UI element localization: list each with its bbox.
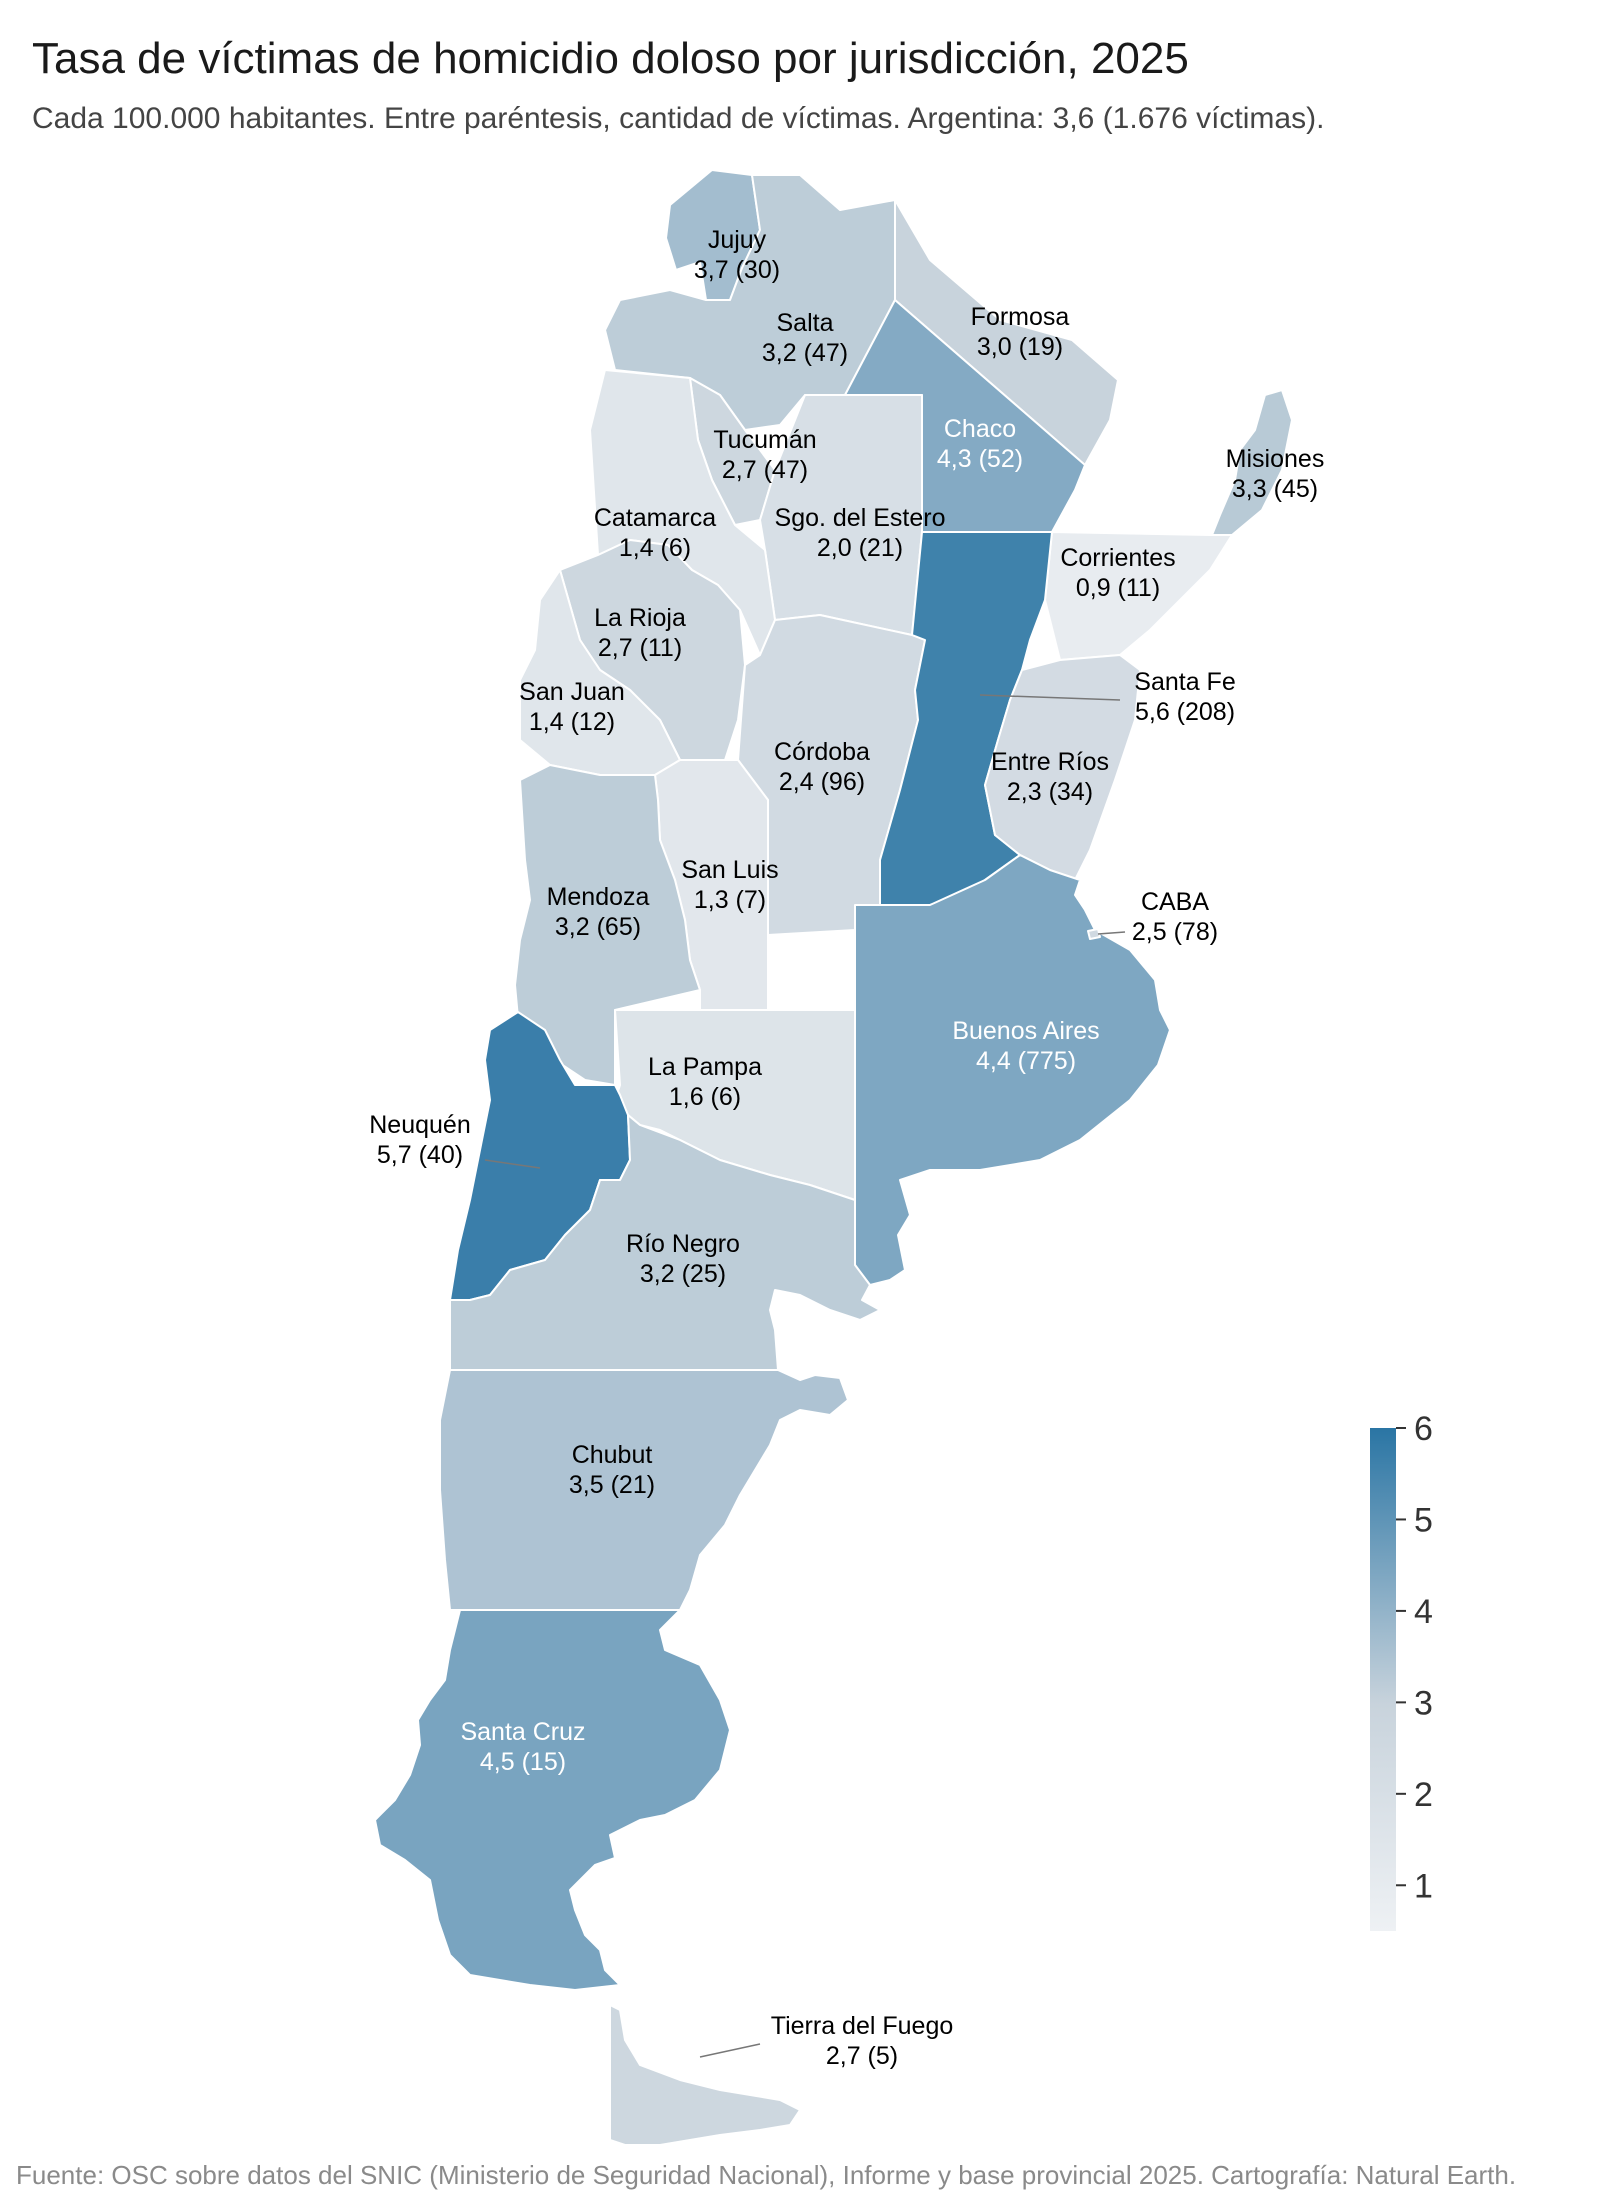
label-tucuman-name: Tucumán xyxy=(713,426,816,454)
label-salta-name: Salta xyxy=(777,309,834,337)
label-catamarca-value: 1,4 (6) xyxy=(619,534,691,562)
label-neuquen-name: Neuquén xyxy=(369,1111,470,1139)
label-chubut-value: 3,5 (21) xyxy=(569,1471,655,1499)
legend-tick-label: 5 xyxy=(1414,1501,1433,1539)
label-salta-value: 3,2 (47) xyxy=(762,339,848,367)
label-catamarca-name: Catamarca xyxy=(594,504,716,532)
label-caba-value: 2,5 (78) xyxy=(1132,918,1218,946)
legend-tick-label: 2 xyxy=(1414,1776,1433,1814)
label-santa-fe-value: 5,6 (208) xyxy=(1135,698,1235,726)
leader-line-neuquen xyxy=(484,1159,541,1169)
province-tierra-del-fuego[interactable] xyxy=(609,2004,801,2146)
leader-line-santa-fe xyxy=(979,694,1121,701)
label-chaco-value: 4,3 (52) xyxy=(937,445,1023,473)
label-chubut-name: Chubut xyxy=(572,1441,653,1469)
label-rio-negro-name: Río Negro xyxy=(626,1230,740,1258)
label-formosa-name: Formosa xyxy=(971,303,1070,331)
label-mendoza-name: Mendoza xyxy=(547,883,650,911)
label-santa-cruz-name: Santa Cruz xyxy=(460,1718,585,1746)
label-tucuman-value: 2,7 (47) xyxy=(722,456,808,484)
province-mendoza[interactable] xyxy=(514,764,701,1086)
label-sgo-del-estero-name: Sgo. del Estero xyxy=(775,504,946,532)
map-title: Tasa de víctimas de homicidio doloso por… xyxy=(32,34,1189,83)
label-entre-rios-name: Entre Ríos xyxy=(991,748,1109,776)
label-jujuy-name: Jujuy xyxy=(708,226,767,254)
legend-tick-label: 4 xyxy=(1414,1593,1433,1631)
label-la-pampa-name: La Pampa xyxy=(648,1053,762,1081)
label-tierra-del-fuego-name: Tierra del Fuego xyxy=(771,2012,954,2040)
province-chubut[interactable] xyxy=(439,1369,849,1611)
label-buenos-aires-value: 4,4 (775) xyxy=(976,1047,1076,1075)
label-cordoba-name: Córdoba xyxy=(774,738,870,766)
label-san-juan-name: San Juan xyxy=(519,678,625,706)
legend-tick-label: 6 xyxy=(1414,1410,1433,1448)
color-scale-legend: 1 2 3 4 5 6 xyxy=(1370,1410,1433,1931)
label-mendoza-value: 3,2 (65) xyxy=(555,913,641,941)
label-la-pampa-value: 1,6 (6) xyxy=(669,1083,741,1111)
legend-tick-label: 3 xyxy=(1414,1684,1433,1722)
label-san-luis-name: San Luis xyxy=(681,856,778,884)
province-rio-negro[interactable] xyxy=(449,1114,881,1371)
label-chaco-name: Chaco xyxy=(944,415,1016,443)
label-entre-rios-value: 2,3 (34) xyxy=(1007,778,1093,806)
label-tierra-del-fuego-value: 2,7 (5) xyxy=(826,2042,898,2070)
label-san-luis-value: 1,3 (7) xyxy=(694,886,766,914)
label-la-rioja-name: La Rioja xyxy=(594,604,686,632)
label-cordoba-value: 2,4 (96) xyxy=(779,768,865,796)
legend-tick-label: 1 xyxy=(1414,1867,1433,1905)
map-subtitle: Cada 100.000 habitantes. Entre paréntesi… xyxy=(32,102,1325,135)
label-rio-negro-value: 3,2 (25) xyxy=(640,1260,726,1288)
label-santa-cruz-value: 4,5 (15) xyxy=(480,1748,566,1776)
leader-line-tierra-del-fuego xyxy=(699,2043,761,2058)
label-caba-name: CABA xyxy=(1141,888,1209,916)
province-santa-cruz[interactable] xyxy=(374,1609,731,1991)
legend-color-bar xyxy=(1370,1428,1396,1931)
province-corrientes[interactable] xyxy=(1044,531,1233,661)
label-sgo-del-estero-value: 2,0 (21) xyxy=(817,534,903,562)
province-caba[interactable] xyxy=(1087,928,1101,940)
label-corrientes-name: Corrientes xyxy=(1060,544,1175,572)
label-corrientes-value: 0,9 (11) xyxy=(1076,574,1160,602)
label-san-juan-value: 1,4 (12) xyxy=(529,708,615,736)
label-misiones-value: 3,3 (45) xyxy=(1232,475,1318,503)
leader-line-caba xyxy=(1097,931,1126,935)
label-buenos-aires-name: Buenos Aires xyxy=(952,1017,1099,1045)
source-footer: Fuente: OSC sobre datos del SNIC (Minist… xyxy=(16,2160,1517,2190)
label-santa-fe-name: Santa Fe xyxy=(1134,668,1235,696)
label-jujuy-value: 3,7 (30) xyxy=(694,256,780,284)
label-misiones-name: Misiones xyxy=(1226,445,1325,473)
label-neuquen-value: 5,7 (40) xyxy=(377,1141,463,1169)
label-la-rioja-value: 2,7 (11) xyxy=(598,634,682,662)
label-formosa-value: 3,0 (19) xyxy=(977,333,1063,361)
